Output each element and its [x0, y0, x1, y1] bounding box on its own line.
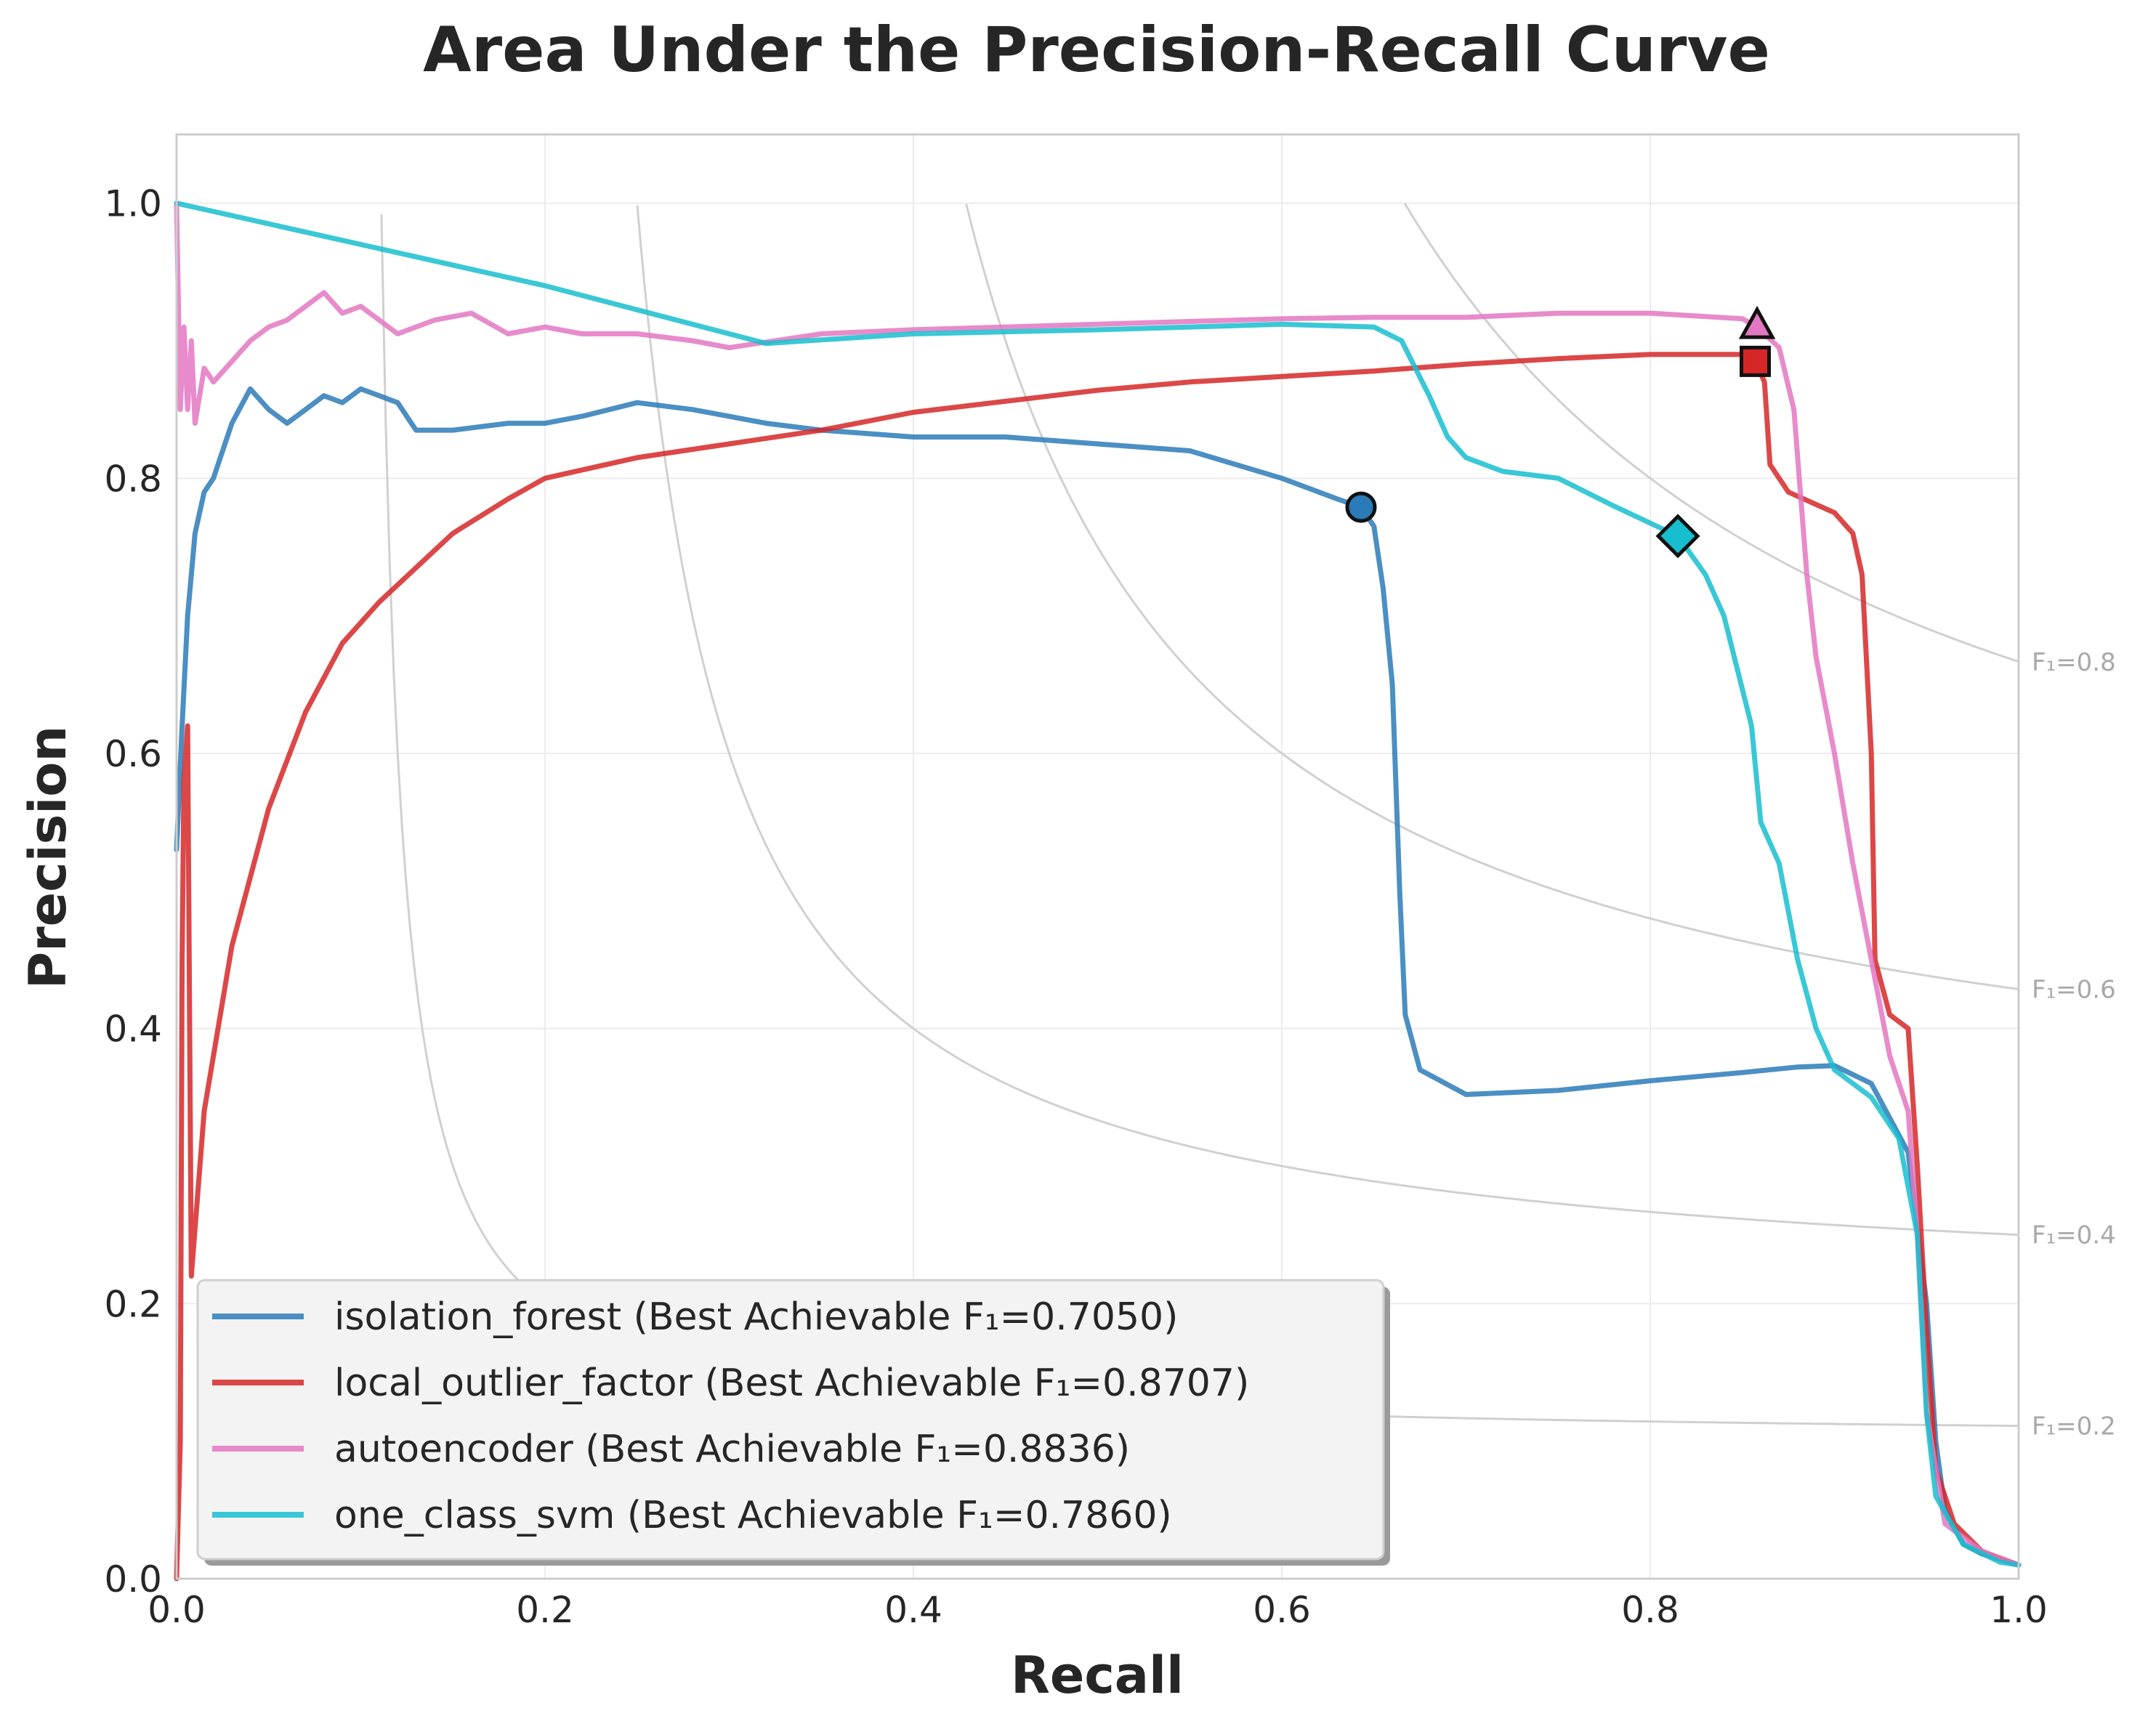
y-tick-labels: 0.0 0.2 0.4 0.6 0.8 1.0 [104, 183, 162, 1600]
y-tick-label: 0.6 [104, 733, 162, 775]
y-tick-label: 0.8 [104, 458, 162, 500]
chart-title: Area Under the Precision-Recall Curve [423, 14, 1770, 86]
best-f1-marker-one_class_svm [1655, 514, 1700, 559]
plot-frame [175, 133, 2020, 1580]
iso-f1-label: F₁=0.6 [2032, 976, 2116, 1005]
x-tick-label: 0.0 [148, 1589, 206, 1631]
x-tick-label: 0.4 [884, 1589, 942, 1631]
pr-curves [174, 201, 2022, 1582]
x-tick-label: 0.2 [516, 1589, 574, 1631]
iso-f1-curve [1404, 203, 2019, 663]
y-tick-label: 0.2 [104, 1283, 162, 1325]
legend-label-one_class_svm: one_class_svm (Best Achievable F₁=0.7860… [334, 1494, 1172, 1537]
y-tick-label: 0.4 [104, 1008, 162, 1051]
y-tick-label: 0.0 [104, 1558, 162, 1600]
x-tick-label: 0.8 [1621, 1589, 1679, 1631]
pr-curve-isolation_forest [174, 386, 2022, 1568]
iso-f1-curve [380, 214, 2019, 1428]
iso-f1-curves: F₁=0.2 F₁=0.4 F₁=0.6 F₁=0.8 [380, 203, 2116, 1441]
legend-label-isolation_forest: isolation_forest (Best Achievable F₁=0.7… [334, 1295, 1178, 1339]
y-tick-label: 1.0 [104, 183, 162, 225]
iso-f1-curve [636, 205, 2019, 1237]
legend-label-autoencoder: autoencoder (Best Achievable F₁=0.8836) [334, 1428, 1130, 1471]
legend-label-local_outlier_factor: local_outlier_factor (Best Achievable F₁… [334, 1361, 1249, 1405]
iso-f1-label: F₁=0.4 [2032, 1221, 2116, 1250]
y-axis-label: Precision [18, 726, 78, 989]
x-tick-label: 1.0 [1990, 1589, 2048, 1631]
iso-f1-label: F₁=0.8 [2032, 648, 2116, 677]
pr-curve-one_class_svm [174, 201, 2022, 1568]
iso-f1-curve [965, 203, 2019, 991]
legend-box [196, 1279, 1385, 1561]
best-f1-marker-autoencoder [1738, 305, 1776, 339]
x-axis-label: Recall [1011, 1646, 1184, 1705]
best-f1-markers [1345, 305, 1776, 559]
pr-curve-local_outlier_factor [174, 352, 2022, 1582]
legend: isolation_forest (Best Achievable F₁=0.7… [196, 1279, 1390, 1566]
iso-f1-label: F₁=0.2 [2032, 1412, 2116, 1441]
best-f1-marker-local_outlier_factor [1739, 345, 1771, 377]
x-tick-labels: 0.0 0.2 0.4 0.6 0.8 1.0 [148, 1589, 2048, 1631]
best-f1-marker-isolation_forest [1345, 491, 1377, 523]
x-tick-label: 0.6 [1253, 1589, 1311, 1631]
